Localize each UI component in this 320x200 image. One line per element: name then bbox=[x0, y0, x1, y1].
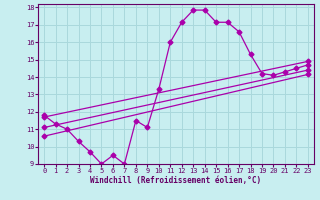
X-axis label: Windchill (Refroidissement éolien,°C): Windchill (Refroidissement éolien,°C) bbox=[91, 176, 261, 185]
